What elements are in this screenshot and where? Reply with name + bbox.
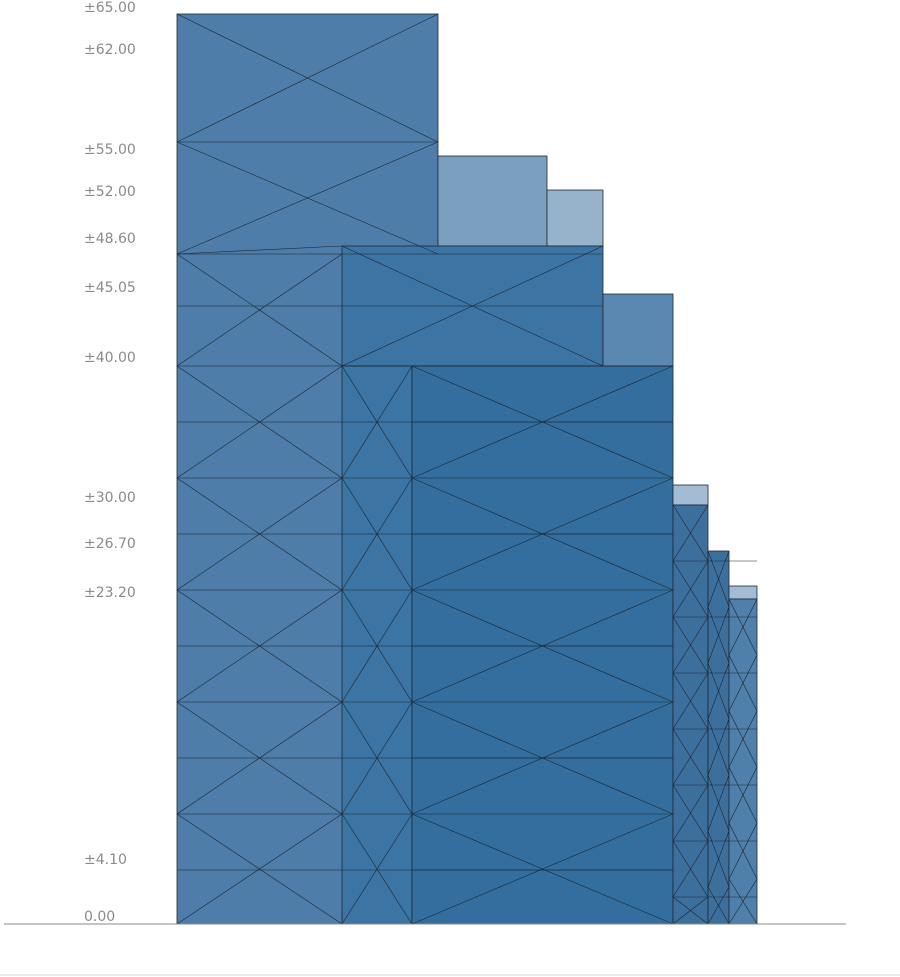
tower-d2-brace-4-diag-b xyxy=(707,774,730,832)
setback-block-55 xyxy=(437,155,548,247)
level-labels: ±65.00 ±62.00 ±55.00 ±52.00 ±48.60 ±45.0… xyxy=(84,0,136,925)
level-label-26-70: ±26.70 xyxy=(84,536,136,552)
tower-d-block xyxy=(672,504,709,925)
level-label-62: ±62.00 xyxy=(84,42,136,58)
tower-b-shaft-brace-2-diag-b xyxy=(341,589,413,703)
tower-a-brace-3-diag-b xyxy=(176,589,343,703)
tower-a-brace-0-diag-b xyxy=(176,253,343,367)
level-label-52: ±52.00 xyxy=(84,184,136,200)
level-label-45-05: ±45.05 xyxy=(84,280,136,296)
tower-e-brace-1-diag-b xyxy=(728,654,758,712)
tower-d-brace-2-diag-b xyxy=(672,616,709,674)
tower-d2-brace-3-diag-b xyxy=(707,718,730,776)
tower-a-brace-2-diag-b xyxy=(176,477,343,591)
level-label-23-20: ±23.20 xyxy=(84,585,136,601)
tower-d2-brace-6-diag-b xyxy=(707,886,730,925)
tower-c-block xyxy=(411,365,674,925)
tower-d2-brace-2-diag-b xyxy=(707,662,730,720)
tower-b-shaft-brace-0-diag-b xyxy=(341,365,413,479)
tower-e-brace-5-diag-b xyxy=(728,878,758,925)
tower-d2-brace-0-diag-b xyxy=(707,550,730,608)
tower-c-brace-4-diag-b xyxy=(411,813,674,925)
tower-a-brace-top-diag-b xyxy=(176,13,439,143)
cap-block-23 xyxy=(728,585,758,600)
tower-a-slope-line xyxy=(176,245,343,255)
tower-d-brace-4-diag-b xyxy=(672,728,709,786)
tower-d-brace-7-diag-b xyxy=(672,896,709,925)
tower-b-shaft-brace-1-diag-b xyxy=(341,477,413,591)
tower-b-shaft-brace-3-diag-b xyxy=(341,701,413,815)
mid-block-45 xyxy=(602,293,674,367)
tower-d-brace-5-diag-b xyxy=(672,784,709,842)
tower-e-brace-0-diag-b xyxy=(728,598,758,656)
level-label-48-60: ±48.60 xyxy=(84,231,136,247)
tower-e-brace-4-diag-b xyxy=(728,822,758,880)
tower-d-brace-0-diag-b xyxy=(672,504,709,562)
tower-a-brace-1-diag-b xyxy=(176,365,343,479)
tower-e-block xyxy=(728,598,758,925)
level-label-55: ±55.00 xyxy=(84,142,136,158)
tower-e-brace-2-diag-b xyxy=(728,710,758,768)
tower-d2-brace-1-diag-b xyxy=(707,606,730,664)
level-label-65: ±65.00 xyxy=(84,0,136,16)
tower-b-shaft xyxy=(341,365,413,925)
setback-block-52 xyxy=(546,189,604,247)
tower-d-brace-1-diag-b xyxy=(672,560,709,618)
cross-bracing xyxy=(176,13,758,925)
tower-b-shaft-brace-4-diag-b xyxy=(341,813,413,925)
tower-d2-block xyxy=(707,550,730,925)
tower-d-brace-3-diag-b xyxy=(672,672,709,730)
tower-a-brace-4-diag-b xyxy=(176,701,343,815)
level-label-4-10: ±4.10 xyxy=(84,852,127,868)
tower-b-brace-upper-diag-b xyxy=(341,245,604,367)
cap-block-30 xyxy=(672,484,709,506)
level-label-0: 0.00 xyxy=(84,909,115,925)
tower-a-brace-5-diag-b xyxy=(176,813,343,925)
level-label-40: ±40.00 xyxy=(84,350,136,366)
tower-e-brace-3-diag-b xyxy=(728,766,758,824)
tower-a-brace-upper-diag-b xyxy=(176,141,439,255)
level-label-30: ±30.00 xyxy=(84,490,136,506)
building-blocks xyxy=(176,13,758,925)
tower-d2-brace-5-diag-b xyxy=(707,830,730,888)
tower-d-brace-6-diag-b xyxy=(672,840,709,898)
